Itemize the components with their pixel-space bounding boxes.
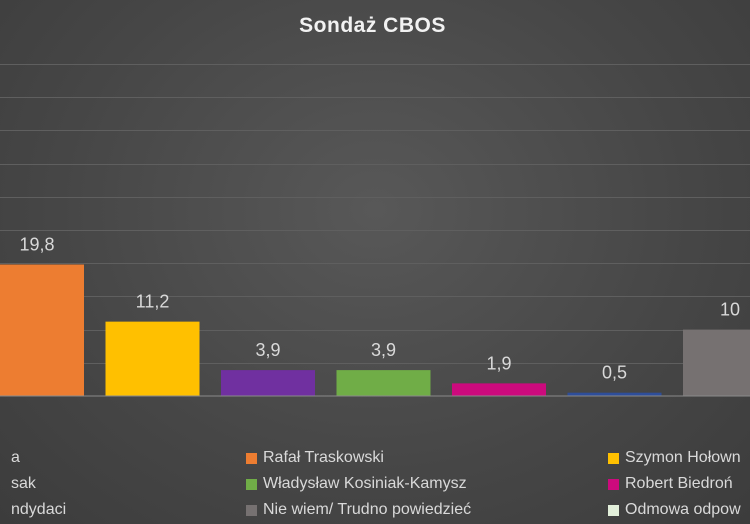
legend-swatch <box>608 478 619 490</box>
data-label-1: 19,8 <box>19 235 54 255</box>
gridlines <box>0 64 750 364</box>
bar-7 <box>683 329 750 396</box>
bar-6 <box>567 392 662 396</box>
legend-label: a <box>11 449 20 466</box>
chart-title: Sondaż CBOS <box>299 14 446 37</box>
legend-item: ndydaci <box>0 500 66 520</box>
bar-4 <box>336 370 431 396</box>
legend-label: Szymon Hołown <box>625 449 741 466</box>
legend-swatch <box>246 478 257 490</box>
data-label-4: 3,9 <box>371 340 396 360</box>
legend-item: Robert Biedroń <box>608 474 733 494</box>
legend-label: Robert Biedroń <box>625 475 733 492</box>
legend-label: Odmowa odpow <box>625 501 741 518</box>
bar-1 <box>0 264 84 396</box>
data-label-7: 10 <box>720 300 740 320</box>
data-label-2: 11,2 <box>136 292 170 312</box>
legend-item: Odmowa odpow <box>608 500 741 520</box>
legend-label: Rafał Traskowski <box>263 449 384 466</box>
bar-3 <box>221 370 315 396</box>
legend-swatch <box>246 504 257 516</box>
bar-5 <box>452 383 546 396</box>
bars <box>0 264 750 396</box>
legend-item: Szymon Hołown <box>608 448 741 468</box>
legend-item: a <box>0 448 20 468</box>
legend-label: Nie wiem/ Trudno powiedzieć <box>263 501 472 518</box>
legend-swatch <box>608 452 619 464</box>
legend-label: sak <box>11 475 36 492</box>
legend-swatch <box>608 504 619 516</box>
legend-item: Rafał Traskowski <box>246 448 384 468</box>
legend-item: sak <box>0 474 36 494</box>
data-labels: 19,8 11,2 3,9 3,9 1,9 0,5 10 <box>19 235 740 383</box>
legend-swatch <box>246 452 257 464</box>
data-label-3: 3,9 <box>255 340 280 360</box>
legend-item: Władysław Kosiniak-Kamysz <box>246 474 467 494</box>
legend-label: ndydaci <box>11 501 67 518</box>
bar-2 <box>105 321 200 396</box>
legend-item: Nie wiem/ Trudno powiedzieć <box>246 500 471 520</box>
data-label-5: 1,9 <box>486 353 511 373</box>
data-label-6: 0,5 <box>602 363 627 383</box>
legend-label: Władysław Kosiniak-Kamysz <box>263 475 467 492</box>
